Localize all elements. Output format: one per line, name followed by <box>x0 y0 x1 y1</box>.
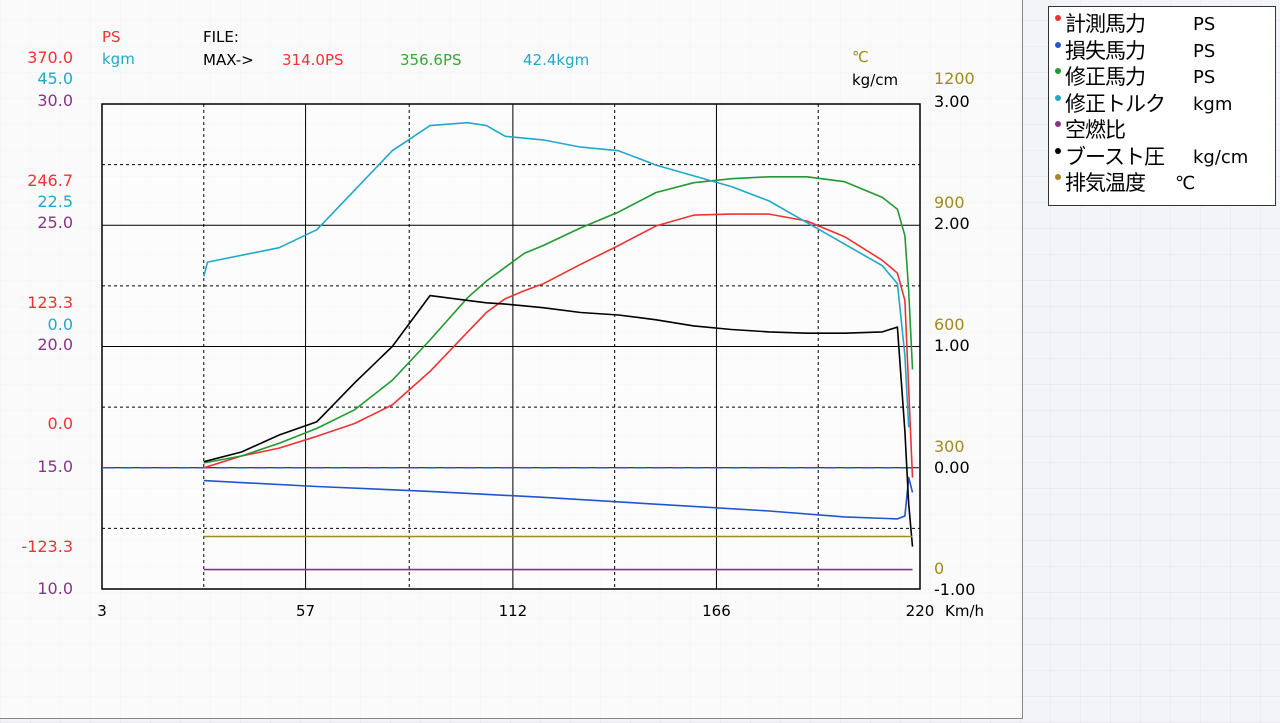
legend-item: 排気温度 ℃ <box>1055 170 1275 197</box>
y-tick-label-afr: 25.0 <box>37 213 73 232</box>
legend-label: 修正馬力 <box>1065 65 1146 89</box>
series-line <box>203 213 914 478</box>
y-tick-label-right: 1200 <box>934 69 975 88</box>
y-tick-label-afr: 30.0 <box>37 91 73 110</box>
ps-unit-label: PS <box>102 28 121 46</box>
boost-unit-label: kg/cm <box>852 71 898 89</box>
series-line <box>203 294 914 547</box>
legend-swatch <box>1055 15 1061 21</box>
legend-box: 計測馬力 PS 損失馬力 PS 修正馬力 PS 修正トルク kgm 空燃比 ブースト圧 kg/cm 排… <box>1048 6 1276 206</box>
y-tick-label-kgm: 45.0 <box>37 69 73 88</box>
y-tick-label-right: 2.00 <box>934 214 970 233</box>
series-line <box>203 121 910 428</box>
series-line <box>203 476 914 520</box>
legend-label: 計測馬力 <box>1065 12 1146 36</box>
temp-unit-label: ℃ <box>852 48 869 66</box>
max-label: MAX-> <box>203 51 254 69</box>
x-tick-label: 3 <box>97 602 107 620</box>
print-area <box>0 0 1023 719</box>
x-tick-label: 166 <box>702 602 731 620</box>
y-tick-label-afr: 20.0 <box>37 335 73 354</box>
y-tick-label-right: 300 <box>934 437 965 456</box>
y-tick-label-ps: 370.0 <box>27 48 73 67</box>
y-tick-label-ps: 0.0 <box>48 414 73 433</box>
max-corrected-ps: 356.6PS <box>400 51 462 69</box>
chart-axes: 3 57 112 166 220 Km/h 370.0 246.7 123.3 0.0 -123.3… <box>21 48 984 620</box>
legend-label: 空燃比 <box>1065 118 1126 142</box>
legend-item: ブースト圧 kg/cm <box>1055 144 1275 171</box>
y-tick-label-kgm: 0.0 <box>48 315 73 334</box>
legend-unit: ℃ <box>1175 173 1196 194</box>
legend-swatch <box>1055 174 1061 180</box>
x-tick-label: 112 <box>499 602 528 620</box>
legend-swatch <box>1055 147 1061 154</box>
legend-item: 計測馬力 PS <box>1055 11 1275 38</box>
y-tick-label-right: -1.00 <box>934 580 975 599</box>
y-tick-label-right: 0.00 <box>934 458 970 477</box>
y-tick-label-ps: -123.3 <box>21 537 73 556</box>
series-line <box>203 176 914 464</box>
legend-swatch <box>1055 68 1061 74</box>
x-tick-label: 57 <box>296 602 315 620</box>
y-tick-label-right: 900 <box>934 193 965 212</box>
y-tick-label-afr: 15.0 <box>37 457 73 476</box>
legend-unit: PS <box>1193 40 1216 62</box>
legend-unit: PS <box>1193 14 1216 35</box>
kgm-unit-label: kgm <box>102 50 135 68</box>
legend-label: 排気温度 <box>1065 171 1146 195</box>
legend-unit: kgm <box>1193 93 1233 115</box>
legend-swatch <box>1055 121 1061 127</box>
chart-header: PS kgm FILE: MAX-> 314.0PS 356.6PS 42.4k… <box>102 28 898 89</box>
legend-item: 空燃比 <box>1055 117 1275 144</box>
legend-item: 修正馬力 PS <box>1055 64 1275 91</box>
y-tick-label-ps: 123.3 <box>27 293 73 312</box>
y-tick-label-afr: 10.0 <box>37 579 73 598</box>
x-tick-label: 220 <box>906 602 935 620</box>
max-measured-ps: 314.0PS <box>282 51 344 69</box>
legend-label: 修正トルク <box>1065 91 1166 116</box>
y-tick-label-kgm: 22.5 <box>37 192 73 211</box>
legend-label: ブースト圧 <box>1065 144 1165 169</box>
legend-swatch <box>1055 94 1061 101</box>
file-label: FILE: <box>203 28 239 46</box>
y-tick-label-right: 600 <box>934 315 965 334</box>
chart-grid <box>101 103 921 590</box>
legend-unit: PS <box>1193 67 1216 88</box>
y-tick-label-right: 3.00 <box>934 92 970 111</box>
y-tick-label-right: 1.00 <box>934 336 970 355</box>
max-torque: 42.4kgm <box>523 51 589 69</box>
y-tick-label-right: 0 <box>934 559 944 578</box>
legend-swatch <box>1055 41 1061 48</box>
dyno-chart: 3 57 112 166 220 Km/h 370.0 246.7 123.3 0.0 -123.3… <box>21 28 984 620</box>
legend-unit: kg/cm <box>1193 146 1249 168</box>
legend-label: 損失馬力 <box>1065 38 1146 63</box>
x-unit-label: Km/h <box>945 602 984 620</box>
legend-item: 修正トルク kgm <box>1055 91 1275 118</box>
legend-item: 損失馬力 PS <box>1055 38 1275 65</box>
chart-series <box>203 121 914 571</box>
y-tick-label-ps: 246.7 <box>27 171 73 190</box>
